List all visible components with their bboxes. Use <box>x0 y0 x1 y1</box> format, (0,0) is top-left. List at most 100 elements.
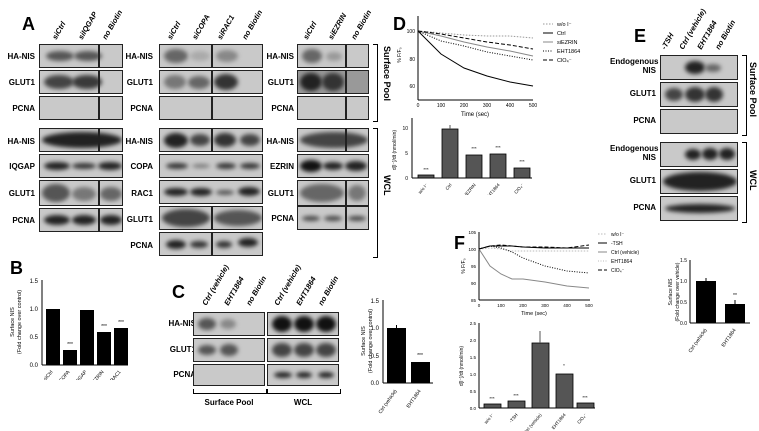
panel-letter-c: C <box>172 282 185 302</box>
bracket-c-wcl <box>267 389 341 394</box>
svg-text:100: 100 <box>468 247 476 252</box>
blot-strip <box>660 109 738 134</box>
blot-strip <box>267 364 339 386</box>
blot-strip <box>297 44 369 68</box>
col-label: siCtrl <box>50 19 68 41</box>
svg-text:100: 100 <box>437 103 446 109</box>
blot-strip <box>267 312 339 336</box>
row-label: GLUT1 <box>8 189 35 198</box>
svg-text:0.5: 0.5 <box>680 300 687 306</box>
svg-text:200: 200 <box>460 103 469 109</box>
svg-text:500: 500 <box>585 303 593 308</box>
svg-text:300: 300 <box>541 303 549 308</box>
svg-text:Ctrl (vehicle): Ctrl (vehicle) <box>611 250 639 256</box>
svg-text:Surface NIS: Surface NIS <box>10 307 16 337</box>
blot-strip <box>159 206 263 230</box>
svg-text:60: 60 <box>409 84 415 90</box>
row-label: Endogenous NIS <box>610 144 659 162</box>
svg-text:EHT1864: EHT1864 <box>406 389 423 410</box>
svg-text:w/o I⁻: w/o I⁻ <box>556 22 572 28</box>
chart-e-surface-nis: 1.5 1.0 0.5 0.0 Surface NIS (Fold change ov… <box>668 258 750 354</box>
svg-text:***: *** <box>582 395 588 400</box>
svg-text:*: * <box>563 363 565 368</box>
svg-text:(Fold change over control): (Fold change over control) <box>368 309 374 373</box>
blot-strip <box>267 338 339 362</box>
row-label: PCNA <box>173 370 196 379</box>
svg-text:0: 0 <box>417 103 420 109</box>
svg-text:(Fold change over vehicle): (Fold change over vehicle) <box>675 262 681 321</box>
panel-letter-a: A <box>22 14 35 34</box>
svg-text:***: *** <box>471 146 477 151</box>
svg-text:***: *** <box>101 324 107 330</box>
col-label: EHT1864 <box>222 275 246 307</box>
blot-strip <box>660 82 738 107</box>
svg-text:***: *** <box>519 159 525 164</box>
svg-text:siCOPA: siCOPA <box>56 369 72 380</box>
svg-text:0: 0 <box>405 176 408 182</box>
blot-strip <box>297 154 369 178</box>
side-label-surface: Surface Pool <box>748 62 758 118</box>
col-label: no Biotin <box>100 8 125 41</box>
col-label: siCtrl <box>301 19 319 41</box>
svg-text:w/o I⁻: w/o I⁻ <box>611 232 625 238</box>
svg-text:***: *** <box>513 393 519 398</box>
bracket-surface <box>742 55 747 136</box>
blot-strip <box>193 364 265 386</box>
svg-text:105: 105 <box>468 230 476 235</box>
svg-text:2.5: 2.5 <box>470 321 477 326</box>
row-label: GLUT1 <box>126 78 153 87</box>
blot-strip <box>193 312 265 336</box>
blot-strip <box>39 96 123 120</box>
blot-strip <box>159 180 263 204</box>
col-label: no Biotin <box>240 8 265 41</box>
svg-text:siCtrl: siCtrl <box>43 369 55 380</box>
svg-text:500: 500 <box>529 103 538 109</box>
svg-text:1.0: 1.0 <box>30 307 39 313</box>
svg-text:siEZRIN: siEZRIN <box>89 369 106 380</box>
svg-text:Ctrl: Ctrl <box>557 31 566 37</box>
svg-text:***: *** <box>417 353 423 359</box>
legend-f: w/o I⁻ -TSH Ctrl (vehicle) EHT1864 ClO₄⁻ <box>598 232 639 274</box>
row-label: PCNA <box>271 104 294 113</box>
svg-text:Ctrl (vehicle): Ctrl (vehicle) <box>523 412 543 431</box>
svg-text:0.0: 0.0 <box>30 363 39 369</box>
legend-d: w/o I⁻ Ctrl siEZRIN EHT1864 ClO₄⁻ <box>543 22 580 64</box>
chart-c-surface-nis: 1.5 1.0 0.5 0.0 Surface NIS (Fold change… <box>361 299 433 415</box>
svg-text:10: 10 <box>402 126 408 132</box>
svg-text:ClO₄⁻: ClO₄⁻ <box>611 268 625 274</box>
svg-text:Surface NIS: Surface NIS <box>361 326 367 356</box>
panel-letter-d: D <box>393 14 406 34</box>
svg-text:-TSH: -TSH <box>611 241 623 247</box>
svg-text:Ctrl: Ctrl <box>444 182 452 191</box>
svg-text:0.5: 0.5 <box>371 354 380 360</box>
blot-strip <box>193 338 265 362</box>
side-label-surface: Surface Pool <box>382 46 392 102</box>
bracket-c-surface <box>193 389 267 394</box>
svg-text:EHT1864: EHT1864 <box>557 49 580 55</box>
row-label: HA-NIS <box>266 137 294 146</box>
blot-strip <box>660 196 738 221</box>
row-label: GLUT1 <box>126 215 153 224</box>
svg-text:-TSH: -TSH <box>508 412 519 423</box>
col-label: siRAC1 <box>215 13 237 41</box>
svg-text:Ctrl (vehicle): Ctrl (vehicle) <box>378 388 399 415</box>
svg-text:siEZRIN: siEZRIN <box>462 182 477 195</box>
blot-strip <box>297 96 369 120</box>
panel-letter-b: B <box>10 258 23 278</box>
svg-text:1.5: 1.5 <box>371 299 380 305</box>
svg-text:1.0: 1.0 <box>470 372 477 377</box>
svg-text:100: 100 <box>497 303 505 308</box>
row-label: PCNA <box>130 241 153 250</box>
row-label: GLUT1 <box>169 345 196 354</box>
col-label: siCOPA <box>190 12 212 41</box>
bracket-wcl <box>742 142 747 223</box>
col-label: siCtrl <box>165 19 183 41</box>
svg-text:0.0: 0.0 <box>680 321 687 327</box>
svg-text:5: 5 <box>405 151 408 157</box>
svg-text:Ctrl (vehicle): Ctrl (vehicle) <box>688 327 709 354</box>
blot-strip <box>39 70 123 94</box>
svg-text:85: 85 <box>471 298 477 303</box>
col-label: -TSH <box>659 31 676 51</box>
row-label: GLUT1 <box>629 89 656 98</box>
row-label: HA-NIS <box>168 319 196 328</box>
